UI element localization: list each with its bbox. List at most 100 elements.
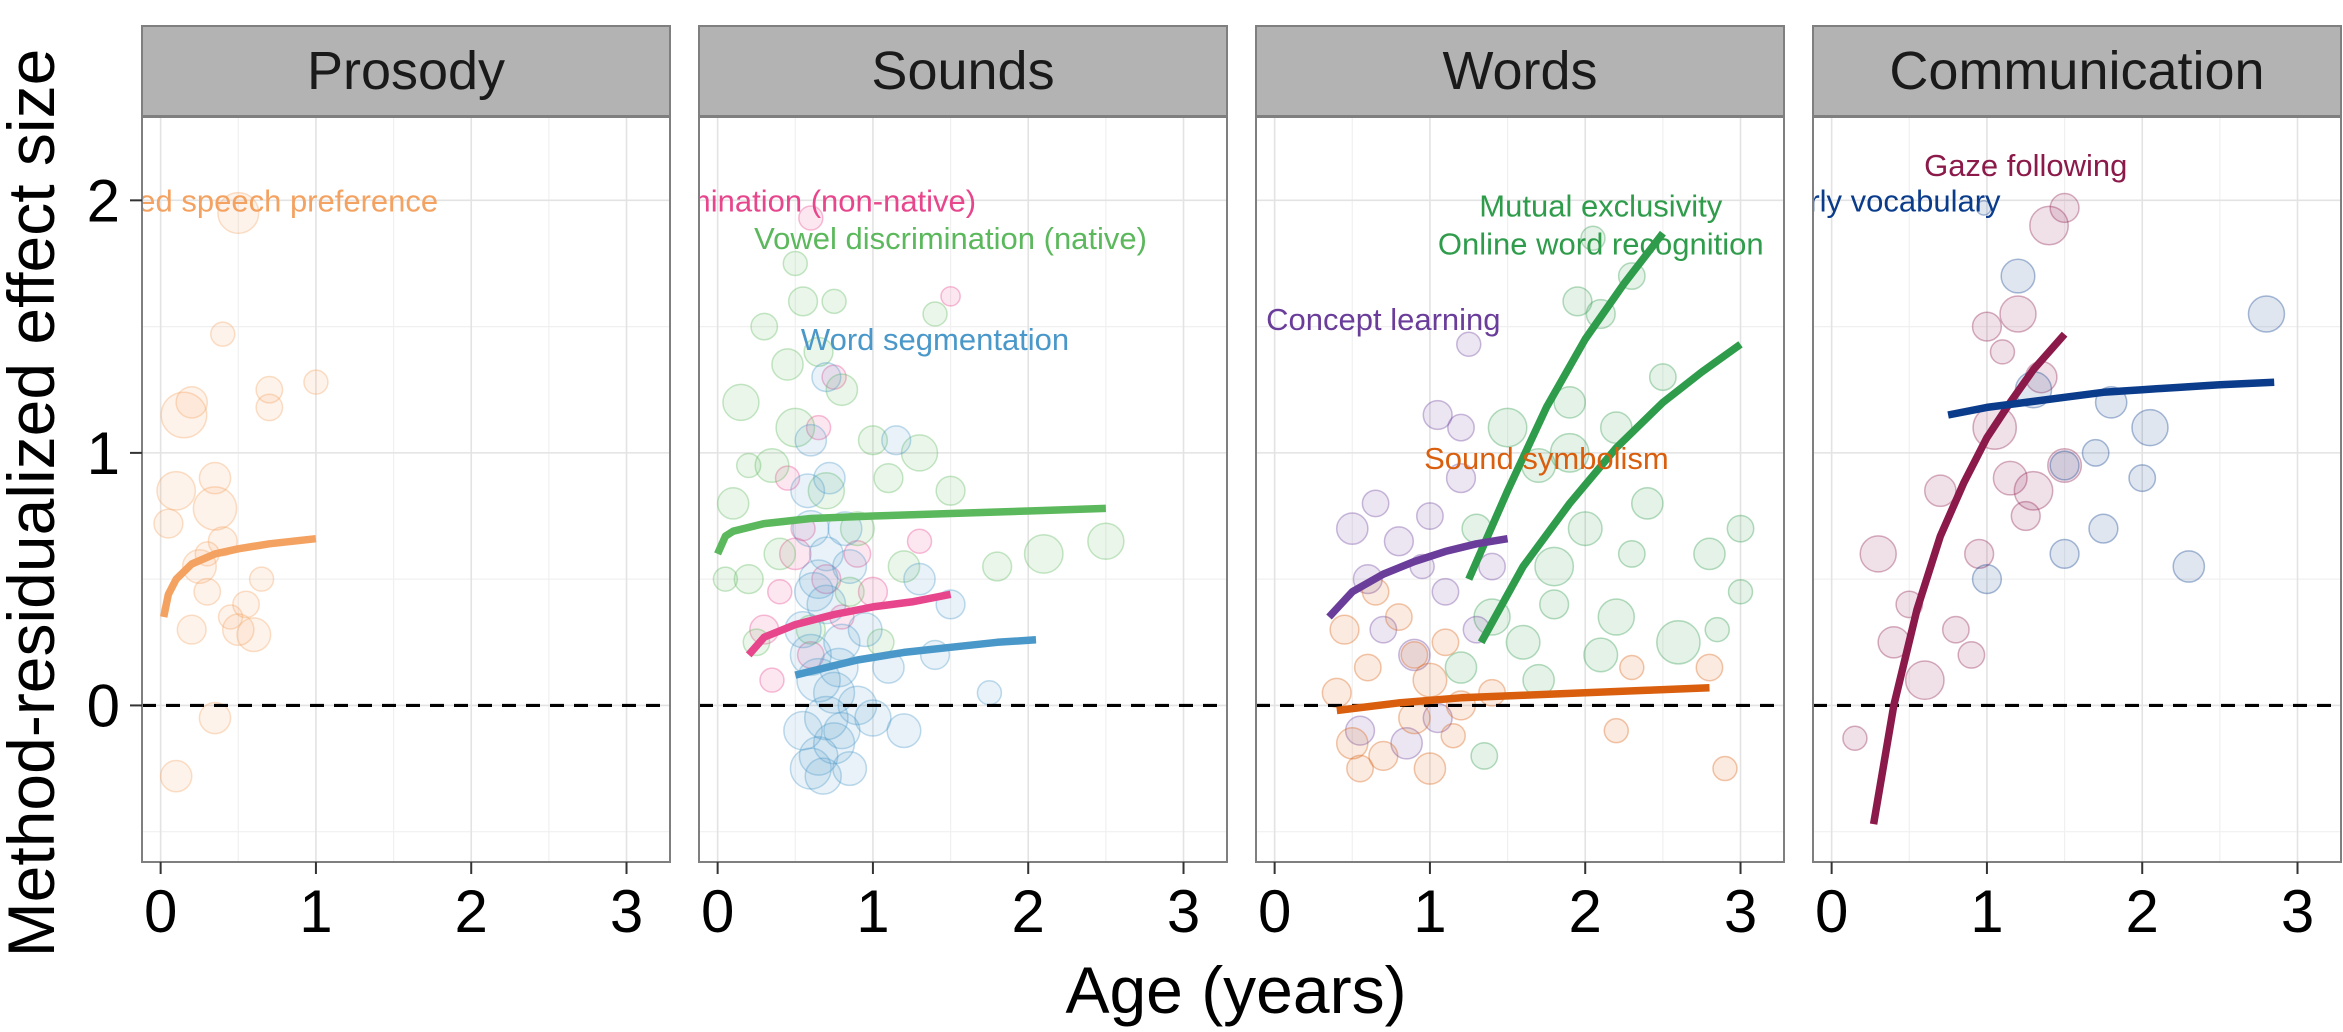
data-point [210, 321, 236, 347]
data-point [940, 285, 961, 307]
data-point [935, 475, 966, 506]
data-point [1383, 526, 1415, 557]
fit-curve [1947, 378, 2275, 419]
series-label: Sound symbolism [1424, 441, 1669, 476]
gridlines [1813, 117, 2341, 862]
data-point [735, 452, 762, 479]
data-point [787, 286, 819, 317]
x-tick-label: 3 [610, 878, 643, 945]
data-point [811, 564, 842, 595]
data-point [798, 205, 824, 231]
data-point [1321, 677, 1352, 708]
data-point [790, 473, 826, 509]
data-point [2088, 513, 2119, 544]
data-point [771, 348, 804, 381]
data-point [1704, 616, 1730, 643]
data-point [782, 250, 809, 277]
data-point [763, 537, 797, 571]
data-point [2049, 450, 2080, 481]
data-point [1470, 741, 1499, 770]
y-tick-label: 2 [87, 167, 120, 234]
data-point [2013, 470, 2054, 511]
series-label: Word segmentation [801, 322, 1069, 357]
data-point [783, 710, 823, 751]
data-point [1505, 624, 1541, 660]
panel-strip [1812, 25, 2342, 117]
data-point [886, 713, 922, 749]
data-point [1712, 755, 1738, 782]
data-point [1447, 413, 1475, 442]
panel-border [1812, 116, 2342, 863]
data-point [1971, 564, 2003, 595]
data-point [1923, 474, 1957, 508]
data-point [192, 486, 238, 531]
data-point [832, 548, 868, 585]
data-point [1534, 546, 1575, 587]
panel-background [1256, 117, 1784, 862]
panel-strip-title: Prosody [307, 41, 505, 101]
data-point [903, 562, 936, 596]
data-point [1539, 589, 1570, 620]
data-point [1583, 637, 1619, 673]
data-point [1727, 579, 1754, 605]
x-tick-label: 3 [1167, 878, 1200, 945]
panel-border [141, 116, 671, 863]
data-point [198, 701, 232, 735]
fit-curve [1326, 534, 1509, 620]
series-label: Infant directed speech preference [0, 183, 438, 218]
x-tick-label: 2 [1012, 878, 1045, 945]
data-point [2128, 464, 2157, 493]
data-point [1859, 535, 1897, 573]
panel-prosody: Prosody Infant directed speech preference… [0, 25, 671, 945]
data-point [153, 508, 184, 539]
data-point [1412, 662, 1448, 698]
data-point [1562, 286, 1593, 317]
data-point [733, 564, 764, 595]
fit-curve [1477, 341, 1743, 645]
data-point [1964, 538, 1995, 570]
data-point [1361, 489, 1390, 518]
data-point [1398, 638, 1431, 672]
data-point [793, 571, 834, 612]
fit-curve [794, 636, 1037, 679]
data-point [982, 551, 1013, 582]
panels-layer: Prosody Infant directed speech preference… [0, 25, 2342, 945]
data-point [176, 614, 207, 645]
data-point [1431, 628, 1460, 657]
data-point [1999, 295, 2037, 333]
data-point [847, 612, 883, 648]
data-point [1422, 702, 1453, 734]
x-tick-label: 1 [1970, 878, 2003, 945]
data-point [857, 425, 889, 456]
data-point [236, 617, 272, 653]
data-point [1630, 487, 1664, 520]
x-tick-label: 2 [1569, 878, 1602, 945]
series-label: Vowel discrimination (non-native) [521, 183, 976, 218]
panel-border [698, 116, 1228, 863]
fit-curve [745, 590, 952, 658]
data-point [813, 461, 846, 495]
points-group [1444, 286, 1755, 770]
series-label: Vowel discrimination (native) [754, 221, 1147, 256]
series-label: Concept learning [1266, 302, 1500, 337]
data-point [803, 336, 834, 368]
data-point [1384, 603, 1413, 631]
data-point [1444, 651, 1478, 684]
data-point [1989, 339, 2016, 365]
panel-background [142, 117, 670, 862]
data-point [754, 447, 790, 484]
data-point [1580, 225, 1606, 251]
data-point [825, 373, 859, 407]
data-point [976, 680, 1003, 706]
data-point [1487, 407, 1528, 448]
data-point [750, 312, 779, 341]
data-point [823, 711, 861, 750]
data-point [722, 383, 760, 422]
fit-curve [160, 534, 317, 618]
data-point [759, 667, 785, 693]
panel-data: Infant directed speech preference [0, 183, 670, 793]
